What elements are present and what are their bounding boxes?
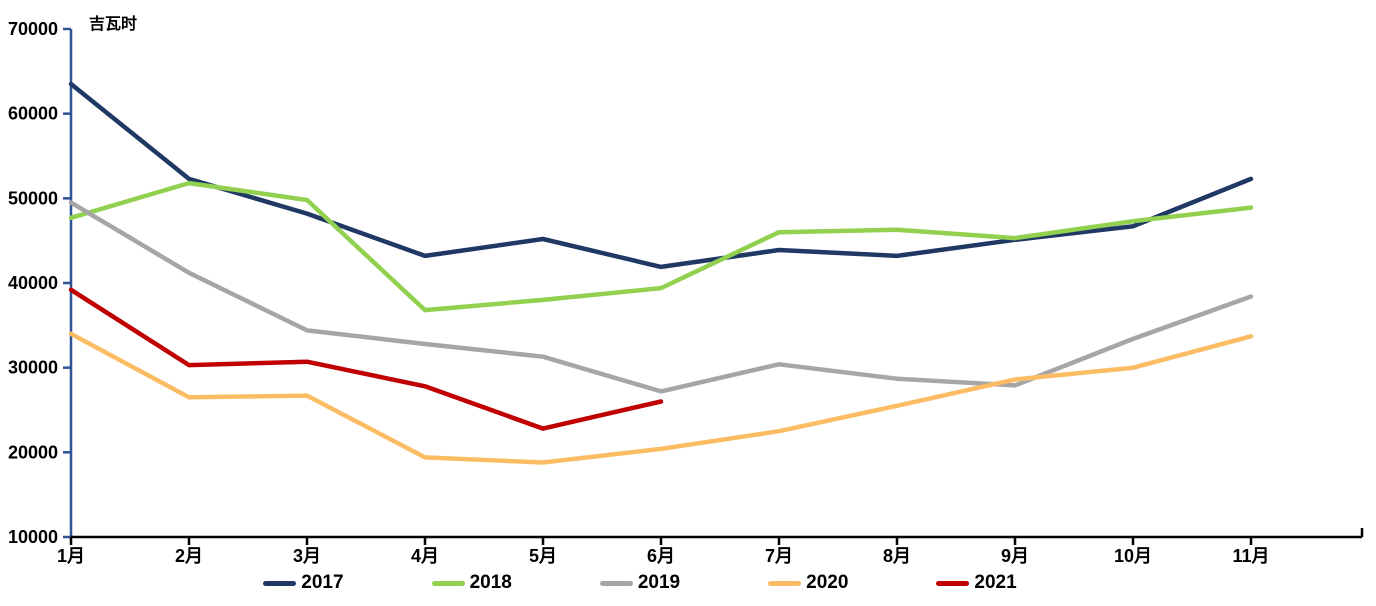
y-tick-label-40000: 40000	[8, 273, 58, 293]
y-tick-label-50000: 50000	[8, 188, 58, 208]
legend-item-2017: 2017	[263, 572, 344, 594]
x-tick-label-2月: 2月	[175, 546, 203, 566]
x-tick-label-7月: 7月	[765, 546, 793, 566]
y-tick-label-60000: 60000	[8, 104, 58, 124]
x-tick-label-1月: 1月	[57, 546, 85, 566]
legend-item-2019: 2019	[599, 572, 681, 594]
legend-item-2018: 2018	[431, 572, 512, 594]
x-tick-label-4月: 4月	[411, 546, 439, 566]
legend-swatch-2017	[263, 580, 297, 586]
series-line-2019	[68, 200, 1254, 394]
legend-item-2020: 2020	[768, 572, 848, 594]
x-tick-label-9月: 9月	[1001, 546, 1029, 566]
legend-label-2018: 2018	[469, 572, 512, 593]
x-tick-label-11月: 11月	[1232, 546, 1269, 566]
chart-legend: 2017 2018 2019 2020 2021	[0, 572, 1280, 594]
x-tick-label-5月: 5月	[529, 546, 557, 566]
x-tick-label-8月: 8月	[883, 546, 911, 566]
series-line-2018	[68, 180, 1254, 313]
legend-label-2019: 2019	[637, 572, 681, 593]
y-tick-label-70000: 70000	[8, 19, 58, 39]
legend-item-2021: 2021	[936, 572, 1017, 594]
x-tick-label-10月: 10月	[1114, 546, 1152, 566]
legend-swatch-2020	[768, 580, 802, 586]
y-tick-label-10000: 10000	[8, 527, 58, 547]
series-line-2017	[68, 81, 1254, 270]
x-axis: 1月 2月 3月 4月 5月 6月 7月 8月 9月 10月 11月	[57, 528, 1364, 566]
x-tick-label-3月: 3月	[293, 546, 321, 566]
legend-swatch-2021	[936, 580, 970, 586]
legend-swatch-2018	[431, 580, 465, 586]
y-tick-label-30000: 30000	[8, 358, 58, 378]
series-line-2020	[68, 331, 1254, 465]
legend-label-2017: 2017	[301, 572, 344, 593]
y-axis-unit-label: 吉瓦时	[89, 16, 138, 33]
y-tick-label-20000: 20000	[8, 442, 58, 462]
legend-swatch-2019	[599, 580, 633, 586]
x-tick-label-6月: 6月	[647, 546, 675, 566]
legend-label-2020: 2020	[806, 572, 849, 593]
y-axis: 70000 60000 50000 40000 30000 20000 10000	[8, 19, 73, 547]
series-line-2021	[68, 287, 664, 431]
legend-label-2021: 2021	[974, 572, 1017, 593]
